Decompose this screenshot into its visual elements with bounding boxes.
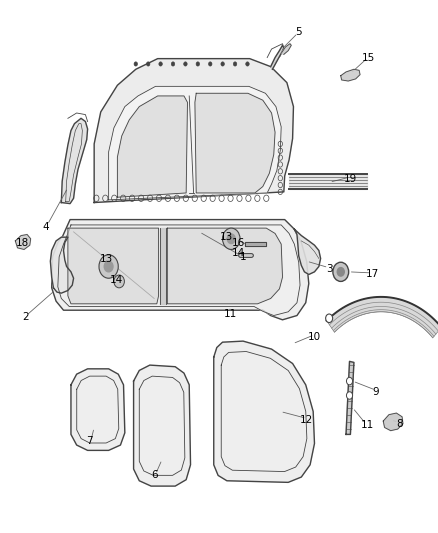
- Circle shape: [114, 275, 124, 288]
- Circle shape: [227, 234, 235, 244]
- Text: 15: 15: [362, 53, 375, 62]
- Polygon shape: [289, 174, 367, 189]
- Circle shape: [134, 62, 138, 66]
- Text: 3: 3: [326, 264, 333, 274]
- Circle shape: [184, 62, 187, 66]
- Circle shape: [246, 62, 249, 66]
- Polygon shape: [271, 45, 284, 69]
- Circle shape: [333, 262, 349, 281]
- Polygon shape: [245, 242, 266, 246]
- Text: 4: 4: [42, 222, 49, 231]
- Polygon shape: [61, 118, 88, 204]
- Text: 12: 12: [300, 415, 313, 425]
- Polygon shape: [52, 220, 309, 320]
- Text: 9: 9: [372, 387, 379, 397]
- Polygon shape: [109, 86, 281, 200]
- Polygon shape: [58, 225, 300, 316]
- Polygon shape: [68, 228, 159, 304]
- Polygon shape: [134, 365, 191, 486]
- Polygon shape: [167, 228, 283, 304]
- Text: 16: 16: [232, 238, 245, 247]
- Text: 7: 7: [86, 437, 93, 446]
- Text: 11: 11: [223, 310, 237, 319]
- Polygon shape: [71, 369, 125, 450]
- Polygon shape: [50, 237, 74, 293]
- Text: 10: 10: [308, 332, 321, 342]
- Polygon shape: [346, 361, 354, 434]
- Text: 2: 2: [22, 312, 29, 322]
- Polygon shape: [117, 96, 187, 197]
- Circle shape: [346, 377, 353, 385]
- Polygon shape: [341, 69, 360, 81]
- Polygon shape: [94, 59, 293, 203]
- Circle shape: [337, 268, 344, 276]
- Text: 1: 1: [240, 252, 247, 262]
- Text: 18: 18: [16, 238, 29, 247]
- Circle shape: [223, 228, 240, 249]
- Text: 13: 13: [220, 232, 233, 242]
- Polygon shape: [214, 341, 314, 482]
- Circle shape: [104, 261, 113, 272]
- Circle shape: [233, 62, 237, 66]
- Circle shape: [146, 62, 150, 66]
- Circle shape: [159, 62, 162, 66]
- Text: 14: 14: [232, 248, 245, 258]
- Circle shape: [346, 392, 353, 399]
- Circle shape: [208, 62, 212, 66]
- Text: 8: 8: [396, 419, 403, 429]
- Text: 5: 5: [295, 27, 302, 37]
- Circle shape: [171, 62, 175, 66]
- Text: 6: 6: [151, 471, 158, 480]
- Circle shape: [325, 314, 332, 322]
- Text: 19: 19: [344, 174, 357, 183]
- Polygon shape: [15, 235, 31, 249]
- Polygon shape: [160, 228, 166, 304]
- Text: 17: 17: [366, 270, 379, 279]
- Polygon shape: [294, 229, 321, 274]
- Text: 13: 13: [99, 254, 113, 263]
- Polygon shape: [383, 413, 403, 431]
- Polygon shape: [195, 93, 275, 193]
- Text: 11: 11: [360, 421, 374, 430]
- Text: 14: 14: [110, 275, 123, 285]
- Polygon shape: [281, 44, 291, 54]
- Circle shape: [196, 62, 200, 66]
- Circle shape: [221, 62, 224, 66]
- Polygon shape: [327, 297, 438, 338]
- Circle shape: [99, 255, 118, 278]
